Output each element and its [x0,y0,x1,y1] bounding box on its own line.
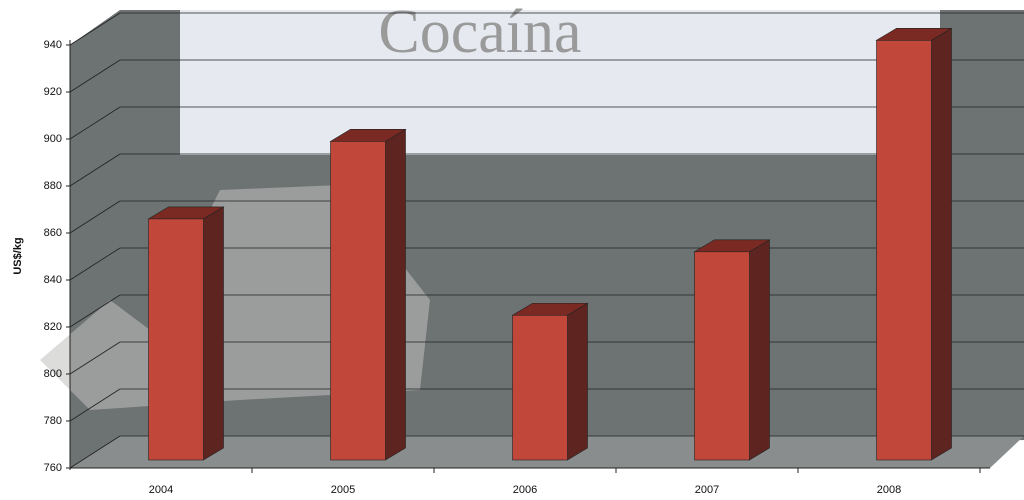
grid-line [69,388,121,422]
y-tick-label: 920 [44,86,62,98]
bar-side [203,206,224,461]
y-tick-label: 780 [44,415,62,427]
bar [512,314,568,461]
y-tick-label: 800 [44,368,62,380]
grid-line [69,294,121,328]
bar [148,218,204,461]
background-panel [180,10,940,155]
x-tick-label: 2006 [513,484,537,496]
bar [694,251,750,461]
y-tick-label: 820 [44,321,62,333]
grid-line [69,341,121,375]
grid-line [69,106,121,140]
x-tick-label: 2004 [149,484,173,496]
y-tick-label: 860 [44,227,62,239]
y-tick-label: 940 [44,39,62,51]
grid-line [69,12,121,46]
x-tick-label: 2007 [695,484,719,496]
bar [876,39,932,461]
y-tick-label: 840 [44,274,62,286]
x-tick-label: 2005 [331,484,355,496]
y-tick-label: 900 [44,133,62,145]
bar-side [385,128,406,461]
grid-line [69,435,121,469]
grid-line [69,200,121,234]
grid-line [69,247,121,281]
bar-side [931,27,952,461]
background-title: Cocaína [378,0,581,66]
bar-side [749,239,770,461]
bar [330,141,386,461]
y-tick-label: 760 [44,462,62,474]
grid-line [69,153,121,187]
y-tick-label: 880 [44,180,62,192]
grid-line [69,59,121,93]
y-axis-label: US$/kg [12,237,24,274]
x-tick-label: 2008 [877,484,901,496]
bar-side [567,302,588,461]
